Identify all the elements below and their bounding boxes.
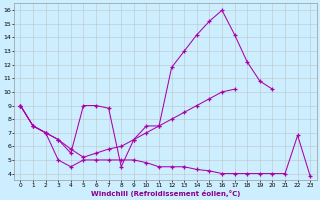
X-axis label: Windchill (Refroidissement éolien,°C): Windchill (Refroidissement éolien,°C)	[91, 190, 240, 197]
